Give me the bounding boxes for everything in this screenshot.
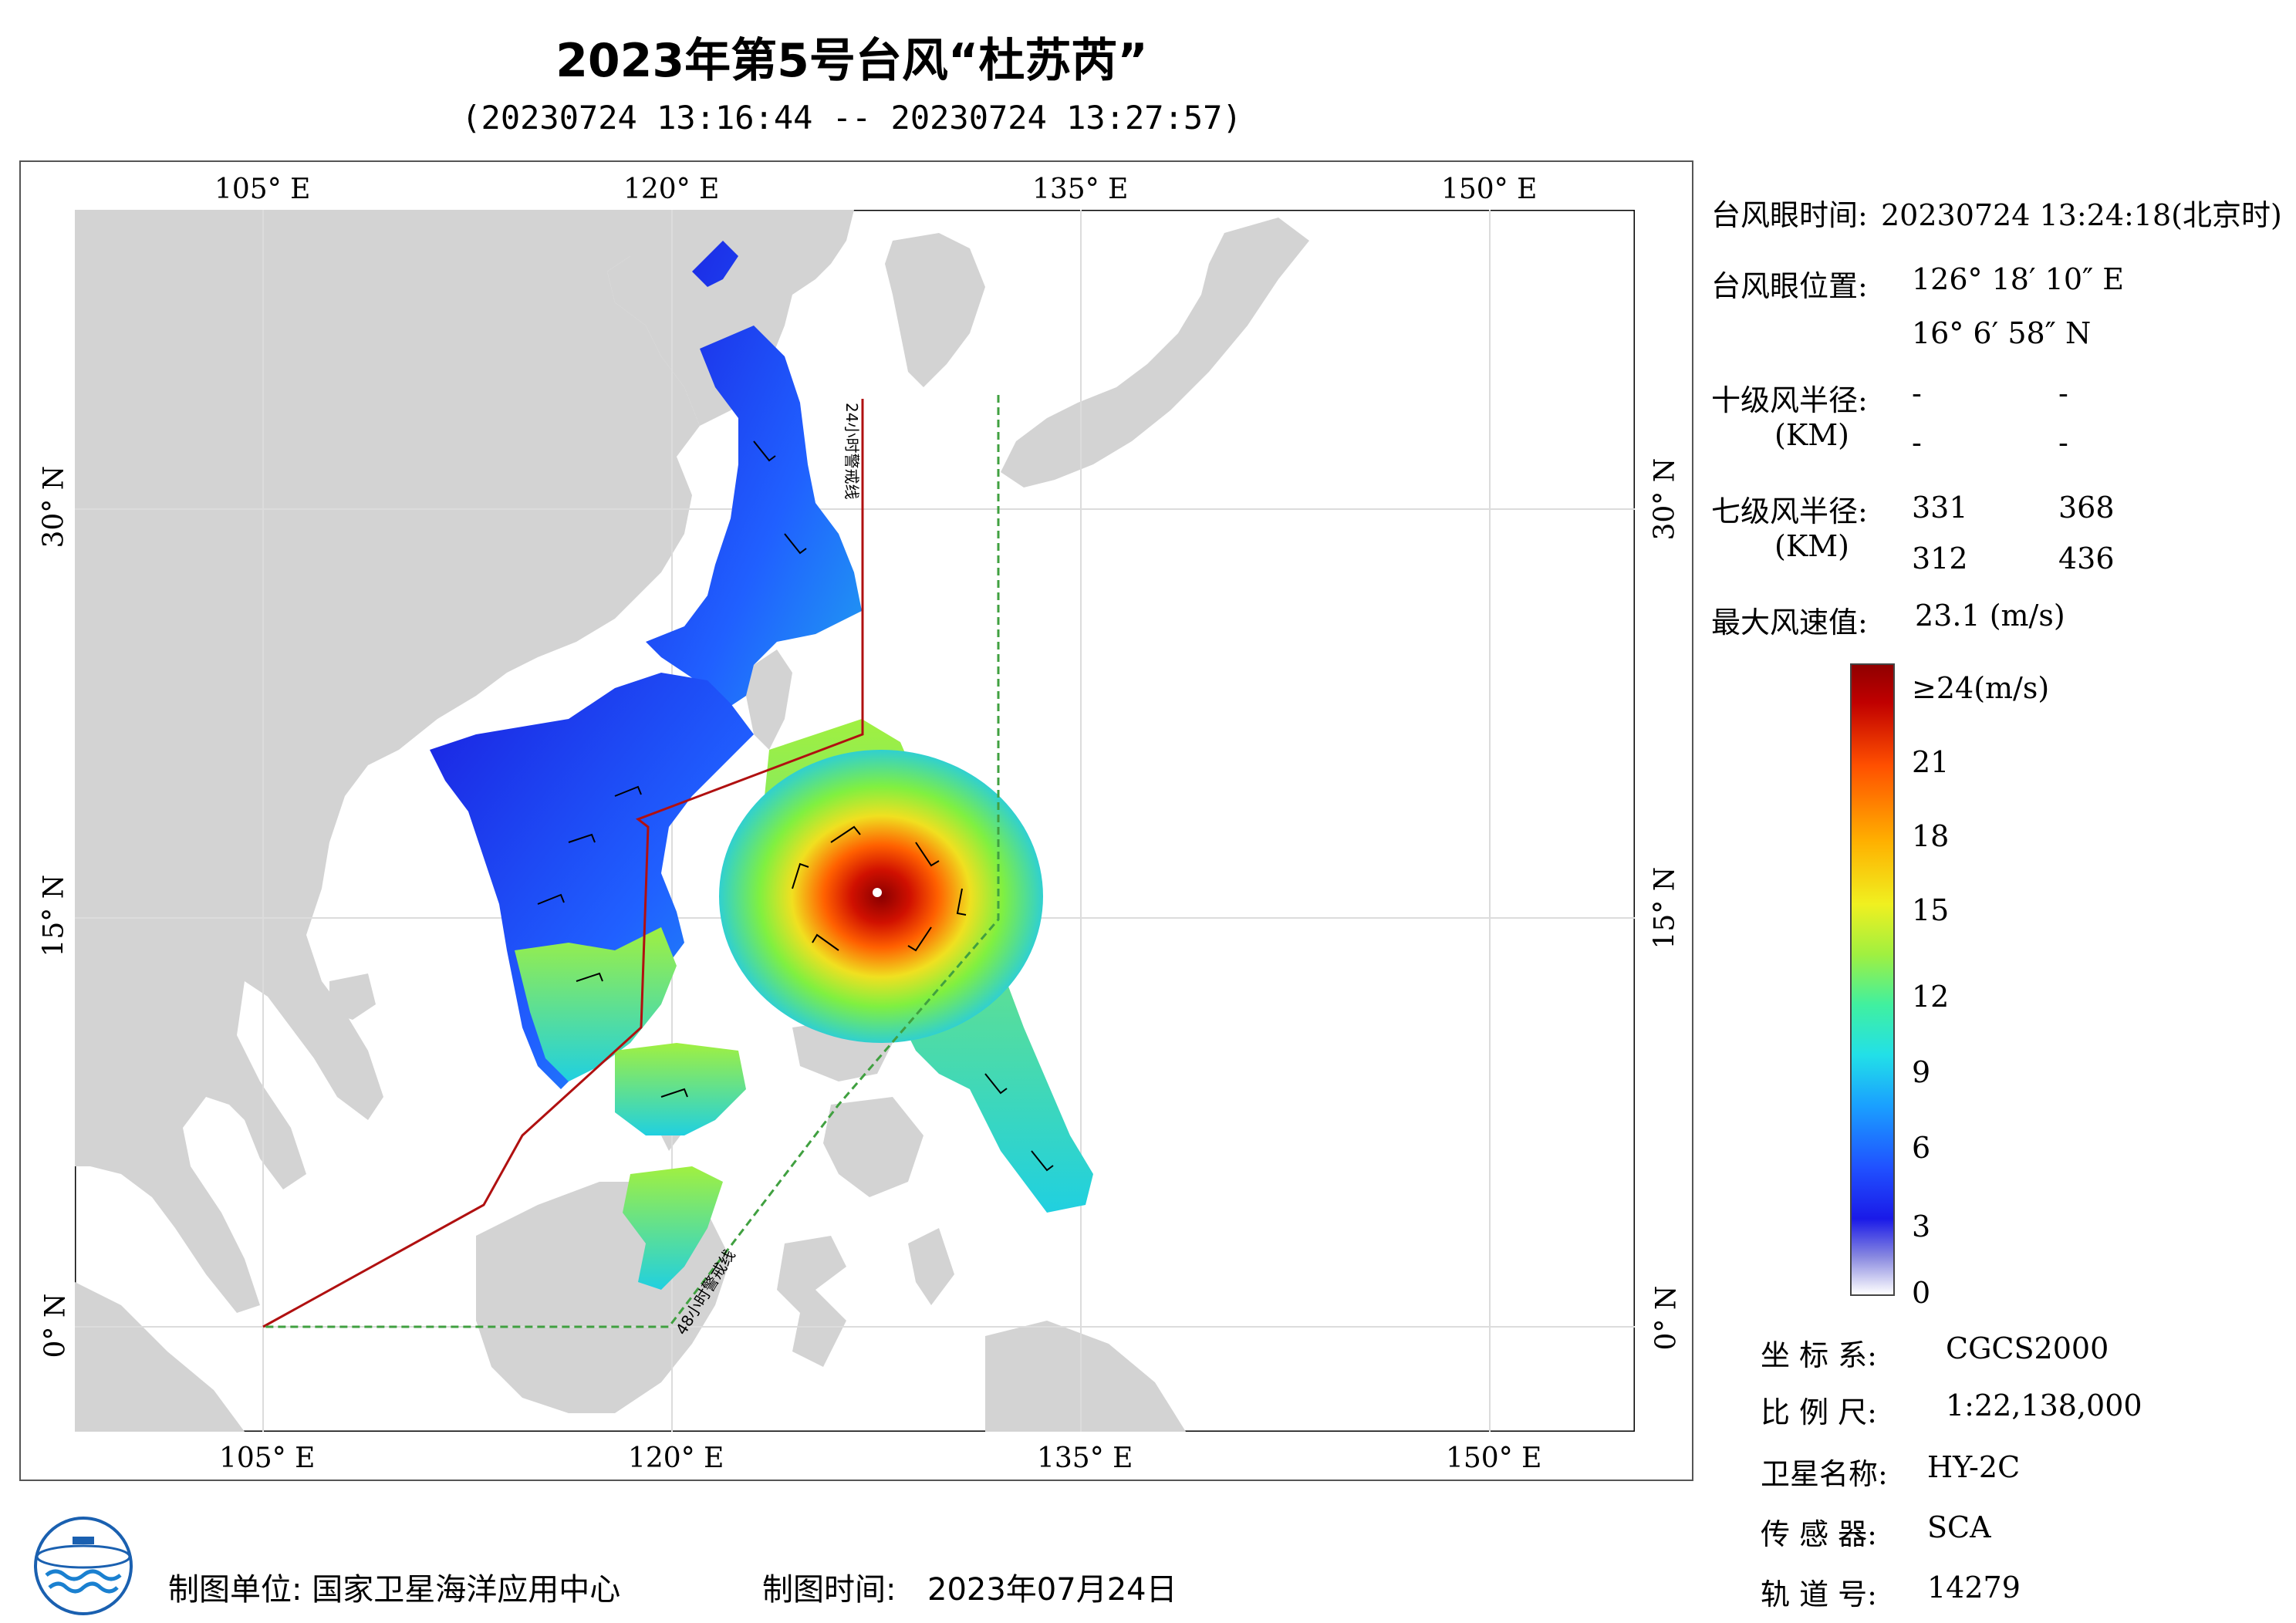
eye-time-value: 20230724 13:24:18(北京时) — [1881, 198, 2282, 232]
crs-value: CGCS2000 — [1946, 1331, 2109, 1365]
colorbar-label-6: 6 — [1912, 1131, 1931, 1165]
lon-label-top-150: 150° E — [1441, 174, 1538, 205]
crs-label: 坐 标 系: — [1761, 1338, 1877, 1372]
lat-label-left-15: 15° N — [38, 874, 70, 957]
land-halmahera — [908, 1228, 954, 1305]
eye-longitude: 126° 18′ 10″ E — [1912, 262, 2125, 296]
r7-value-se: 368 — [2058, 491, 2115, 525]
land-korea — [885, 233, 985, 387]
land-japan — [1001, 218, 1309, 488]
land-hainan — [329, 973, 376, 1020]
wind-field-map: 24小时警戒线 48小时警戒线 — [75, 210, 1635, 1432]
satellite-value: HY-2C — [1927, 1450, 2021, 1484]
lon-label-top-135: 135° E — [1032, 174, 1129, 205]
r7-value-sw: 312 — [1912, 542, 1968, 575]
r7-unit: (KM) — [1774, 529, 1849, 563]
eye-time-label: 台风眼时间: — [1711, 198, 1868, 232]
land-new-guinea — [985, 1321, 1186, 1432]
lon-label-bottom-120: 120° E — [628, 1442, 724, 1474]
max-wind-label: 最大风速值: — [1711, 606, 1868, 639]
colorbar-label-0: 0 — [1912, 1276, 1931, 1310]
max-wind-value: 23.1 (m/s) — [1915, 599, 2065, 633]
map-subtitle: (20230724 13:16:44 -- 20230724 13:27:57) — [461, 99, 1242, 137]
land-sumatra — [75, 1282, 245, 1432]
colorbar-label-9: 9 — [1912, 1055, 1931, 1089]
r10-value-se: - — [2058, 376, 2068, 410]
r10-value-ne: - — [1912, 376, 1922, 410]
scale-value: 1:22,138,000 — [1946, 1388, 2142, 1422]
r7-value-ne: 331 — [1912, 491, 1968, 525]
lat-label-left-30: 30° N — [38, 465, 70, 548]
lon-label-bottom-150: 150° E — [1446, 1442, 1542, 1474]
warning-line-48h — [263, 395, 1000, 1328]
r7-value-nw: 436 — [2058, 542, 2115, 575]
land-taiwan — [746, 650, 792, 750]
lat-label-left-0: 0° N — [39, 1293, 72, 1358]
orbit-value: 14279 — [1927, 1571, 2021, 1604]
map-title: 2023年第5号台风“杜苏芮” — [555, 34, 1148, 88]
r10-value-sw: - — [1912, 426, 1922, 460]
lon-label-bottom-135: 135° E — [1037, 1442, 1133, 1474]
r7-label: 七级风半径: — [1711, 494, 1868, 528]
colorbar-label-3: 3 — [1912, 1210, 1931, 1243]
colorbar-label-15: 15 — [1912, 893, 1950, 927]
typhoon-core-wind — [719, 750, 1043, 1043]
footer-producer: 制图单位: 国家卫星海洋应用中心 — [168, 1572, 621, 1608]
nsoas-logo — [34, 1517, 133, 1615]
lat-label-right-30: 30° N — [1649, 457, 1681, 541]
wind-field-swath — [430, 241, 1093, 1290]
typhoon-eye-marker — [873, 888, 882, 897]
wind-swath-west — [430, 673, 754, 1089]
wind-swath-south-west — [515, 927, 677, 1081]
land-mindanao — [823, 1097, 923, 1197]
lon-label-top-105: 105° E — [214, 174, 311, 205]
scale-label: 比 例 尺: — [1761, 1395, 1877, 1429]
footer-time-label: 制图时间: — [762, 1572, 896, 1608]
colorbar-label-24: ≥24(m/s) — [1912, 671, 2050, 705]
footer-time-value: 2023年07月24日 — [927, 1572, 1177, 1608]
lat-label-right-0: 0° N — [1650, 1285, 1683, 1351]
eye-latitude: 16° 6′ 58″ N — [1912, 316, 2092, 350]
wind-barbs — [537, 440, 1054, 1172]
land-sulawesi — [777, 1236, 846, 1367]
r10-unit: (KM) — [1774, 418, 1849, 452]
sensor-label: 传 感 器: — [1761, 1517, 1877, 1551]
wind-swath-sulu — [615, 1043, 746, 1135]
satellite-label: 卫星名称: — [1761, 1457, 1888, 1491]
orbit-label: 轨 道 号: — [1761, 1577, 1877, 1611]
map-frame — [19, 160, 1693, 1481]
lon-label-top-120: 120° E — [623, 174, 720, 205]
wind-swath-north — [646, 241, 862, 711]
lon-label-bottom-105: 105° E — [219, 1442, 316, 1474]
r10-label: 十级风半径: — [1711, 383, 1868, 417]
r10-value-nw: - — [2058, 426, 2068, 460]
colorbar-label-12: 12 — [1912, 980, 1950, 1014]
eye-position-label: 台风眼位置: — [1711, 269, 1868, 303]
land-china-coast — [607, 210, 854, 426]
sensor-value: SCA — [1927, 1510, 1991, 1544]
colorbar-label-18: 18 — [1912, 819, 1950, 853]
warning-24h-label: 24小时警戒线 — [842, 403, 861, 499]
lat-label-right-15: 15° N — [1649, 866, 1681, 950]
warning-line-24h — [262, 399, 864, 1328]
colorbar-label-21: 21 — [1912, 745, 1950, 779]
wind-swath-celebes — [623, 1166, 723, 1290]
land-asia-mainland — [75, 210, 700, 1313]
wind-speed-colorbar — [1850, 663, 1895, 1296]
